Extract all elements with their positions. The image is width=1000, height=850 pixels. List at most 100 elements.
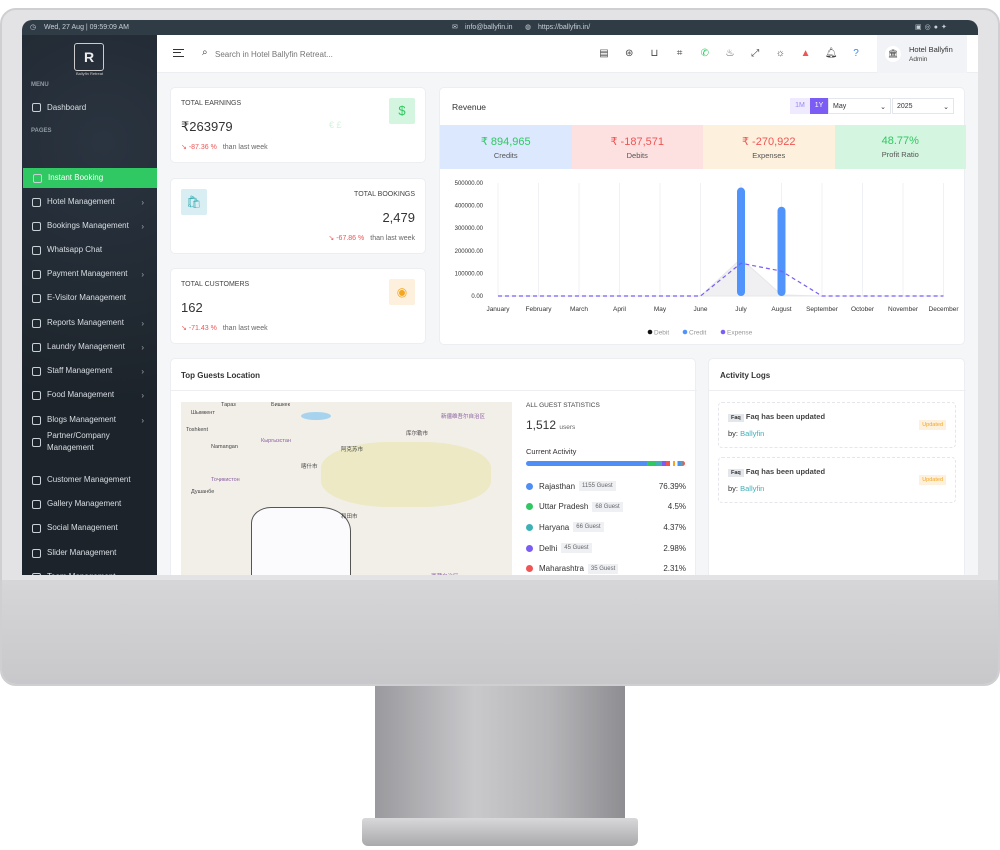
sidebar-item-label: Staff Management [47, 366, 113, 375]
map-label: Кыргызстан [261, 438, 291, 444]
card-title: Revenue [452, 102, 487, 112]
sidebar-item-staff-management[interactable]: Staff Management › [22, 361, 157, 381]
location-row[interactable]: Uttar Pradesh 68 Guest 4.5% [526, 500, 686, 514]
alert-icon[interactable]: ▲ [800, 48, 811, 59]
sidebar-item-reports-management[interactable]: Reports Management › [22, 313, 157, 333]
menu-toggle-icon[interactable] [173, 49, 184, 57]
log-tag: Faq [728, 469, 744, 477]
sidebar-item-label: Hotel Management [47, 197, 115, 206]
legend-marker [647, 329, 653, 335]
sidebar-item-e-visitor-management[interactable]: E-Visitor Management [22, 288, 157, 308]
menu-icon [32, 342, 41, 352]
card-label: TOTAL CUSTOMERS [181, 281, 250, 288]
sidebar-item-hotel-management[interactable]: Hotel Management › [22, 192, 157, 212]
menu-icon [32, 245, 41, 255]
x-tick-label: November [888, 306, 919, 313]
logo[interactable]: R [74, 43, 104, 71]
sidebar-item-dashboard[interactable]: Dashboard [22, 97, 157, 117]
cake-icon[interactable]: ♨ [725, 48, 735, 59]
sidebar-item-customer-management[interactable]: Customer Management [22, 470, 157, 490]
y-tick-label: 200000.00 [455, 249, 484, 255]
social-icons[interactable]: ▣◎●✦ [915, 24, 950, 31]
sidebar-item-label: Bookings Management [47, 221, 129, 230]
sidebar-item-blogs-management[interactable]: Blogs Management › [22, 410, 157, 430]
x-tick-label: January [486, 306, 510, 313]
location-row[interactable]: Haryana 66 Guest 4.37% [526, 520, 686, 534]
log-author-link[interactable]: Ballyfin [740, 484, 765, 493]
email-link[interactable]: info@ballyfin.in [465, 24, 513, 31]
activity-log-item[interactable]: Faq Faq has been updated by: Ballyfin Upda… [718, 457, 956, 503]
activity-log-item[interactable]: Faq Faq has been updated by: Ballyfin Upda… [718, 402, 956, 448]
avatar: 🏛 [885, 46, 901, 62]
whatsapp-icon[interactable]: ✆ [700, 48, 709, 59]
invoice-icon[interactable]: ▤ [599, 48, 609, 59]
location-row[interactable]: Rajasthan 1155 Guest 76.39% [526, 479, 686, 493]
chevron-right-icon: › [141, 318, 144, 328]
basket-icon[interactable]: ⊔ [650, 48, 659, 59]
menu-icon [32, 475, 41, 485]
range-1m-button[interactable]: 1M [790, 98, 810, 114]
website-link[interactable]: https://ballyfin.in/ [538, 24, 591, 31]
year-select[interactable]: 2025 ⌄ [892, 98, 954, 114]
sidebar-item-payment-management[interactable]: Payment Management › [22, 264, 157, 284]
location-row[interactable]: Maharashtra 35 Guest 2.31% [526, 562, 686, 575]
money-icon[interactable]: ⊛ [624, 48, 634, 59]
x-tick-label: December [929, 306, 960, 313]
total-earnings-card: TOTAL EARNINGS ₹263979 ↘ -87.36 % than la… [170, 87, 426, 163]
card-title: Top Guests Location [181, 371, 260, 380]
monitor-base [362, 818, 638, 846]
search-input[interactable] [215, 45, 415, 63]
log-author-link[interactable]: Ballyfin [740, 429, 765, 438]
chevron-right-icon: › [141, 342, 144, 352]
sidebar-item-label: Dashboard [47, 102, 87, 112]
sidebar-item-gallery-management[interactable]: Gallery Management [22, 494, 157, 514]
guest-count-badge: 45 Guest [561, 543, 592, 554]
map-label: 阿克苏市 [341, 447, 364, 453]
location-percent: 4.5% [667, 502, 686, 512]
status-badge: Updated [919, 475, 946, 485]
sidebar-item-social-management[interactable]: Social Management [22, 518, 157, 538]
month-select[interactable]: May ⌄ [828, 98, 891, 114]
monitor-chin [2, 580, 998, 684]
sidebar-item-label: E-Visitor Management [47, 293, 126, 302]
card-change: ↘ -67.86 % than last week [328, 235, 415, 242]
top-bar: ◷ Wed, 27 Aug | 09:59:09 AM ✉ info@bally… [22, 20, 978, 35]
sidebar-item-instant-booking[interactable]: Instant Booking [23, 168, 157, 188]
sidebar-item-whatsapp-chat[interactable]: Whatsapp Chat [22, 240, 157, 260]
profile-menu[interactable]: 🏛 Hotel Ballyfin Admin [877, 35, 967, 73]
location-row[interactable]: Delhi 45 Guest 2.98% [526, 541, 686, 555]
legend-label-credit: Credit [689, 330, 707, 337]
bell-icon[interactable]: 🔔︎ [824, 48, 838, 59]
log-text: Faq has been updated [745, 467, 826, 476]
location-dot [526, 565, 533, 573]
sun-icon[interactable]: ☼ [775, 48, 785, 59]
range-1y-button[interactable]: 1Y [810, 98, 828, 114]
x-tick-label: February [525, 306, 552, 313]
activity-progress-bar [526, 461, 685, 466]
sidebar-item-food-management[interactable]: Food Management › [22, 385, 157, 405]
guest-map[interactable]: Шымкент Toshkent Namangan Кыргызстан Тоҷикис… [181, 402, 512, 575]
datetime: Wed, 27 Aug | 09:59:09 AM [44, 24, 129, 31]
sidebar-item-team-management[interactable]: Team Management [22, 567, 157, 575]
scan-icon[interactable]: ⌗ [676, 48, 683, 59]
location-name: Uttar Pradesh [539, 502, 589, 512]
total-customers-card: TOTAL CUSTOMERS 162 ↘ -71.43 % than last … [170, 268, 426, 344]
activity-segment [654, 461, 662, 466]
fullscreen-icon[interactable]: ⤢ [751, 48, 760, 59]
x-tick-label: April [613, 306, 627, 313]
menu-icon [32, 318, 41, 328]
sidebar-item-laundry-management[interactable]: Laundry Management › [22, 337, 157, 357]
location-name: Maharashtra [539, 564, 584, 574]
help-icon[interactable]: ? [853, 48, 859, 59]
lake [301, 412, 331, 420]
chevron-right-icon: › [141, 415, 144, 425]
location-dot [526, 544, 533, 552]
sidebar-item-label: Payment Management [47, 269, 128, 278]
sidebar: R Ballyfin Retreat MENU Dashboard PAGES … [22, 35, 157, 575]
sidebar-item-partner-company-management[interactable]: Partner/Company Management [22, 428, 157, 456]
sidebar-item-slider-management[interactable]: Slider Management [22, 543, 157, 563]
sidebar-item-bookings-management[interactable]: Bookings Management › [22, 216, 157, 236]
menu-icon [32, 415, 41, 425]
legend-marker [720, 329, 726, 335]
legend-marker [682, 329, 688, 335]
